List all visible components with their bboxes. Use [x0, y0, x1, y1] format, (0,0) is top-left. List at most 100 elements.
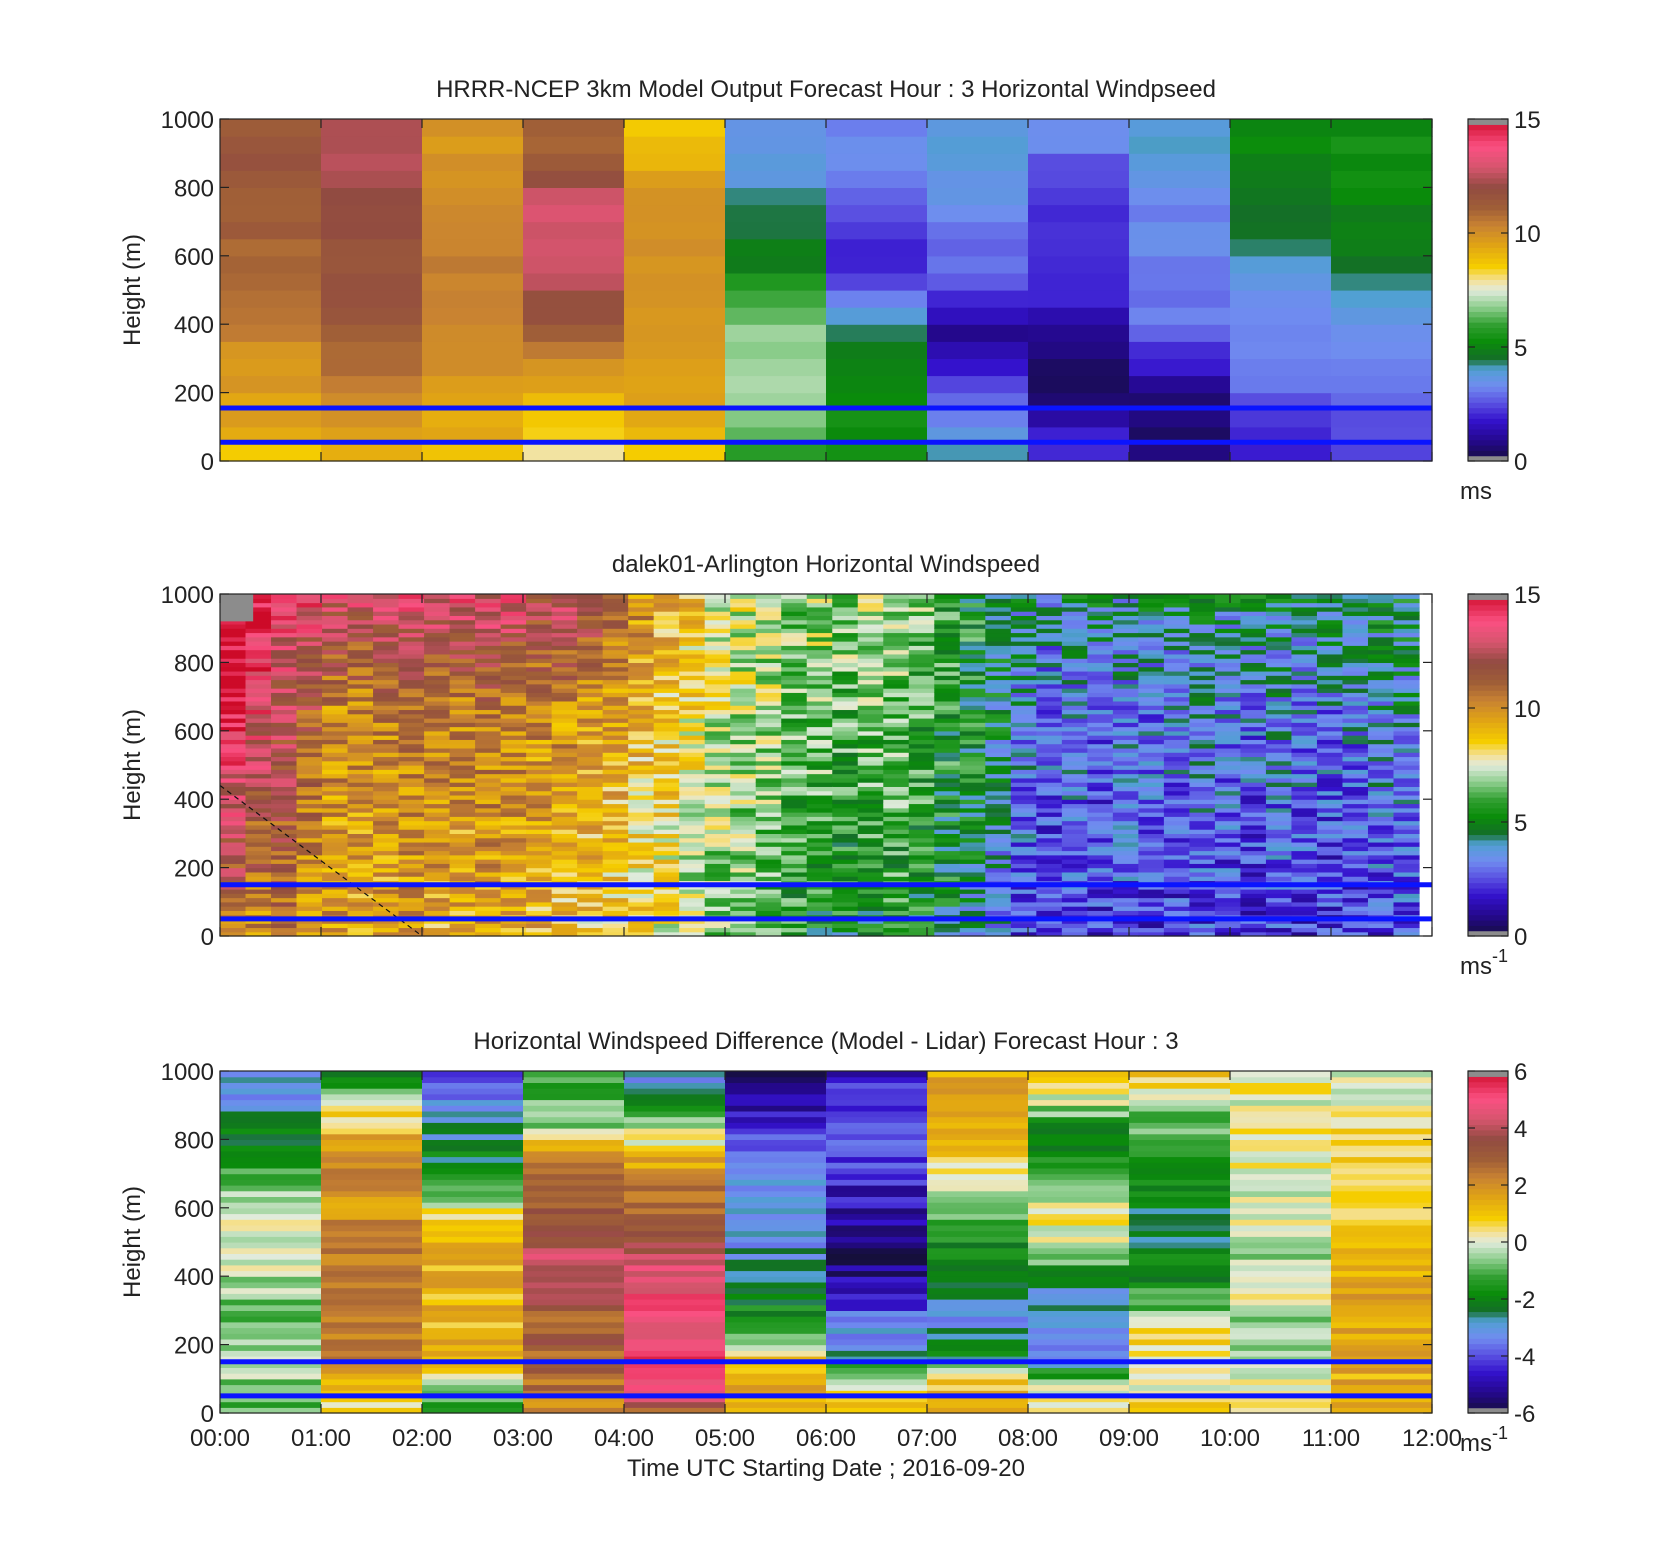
- heatmap-cell: [1393, 799, 1420, 805]
- heatmap-cell: [934, 722, 961, 728]
- heatmap-cell: [1138, 623, 1165, 629]
- heatmap-cell: [1010, 910, 1037, 916]
- heatmap-cell: [347, 602, 374, 608]
- heatmap-cell: [755, 854, 782, 860]
- heatmap-cell: [1010, 743, 1037, 749]
- heatmap-cell: [500, 619, 527, 625]
- heatmap-cell: [826, 1378, 928, 1386]
- heatmap-cell: [1331, 1361, 1433, 1368]
- heatmap-cell: [624, 324, 726, 342]
- panel-title: dalek01-Arlington Horizontal Windspeed: [612, 551, 1040, 578]
- heatmap-cell: [704, 594, 731, 599]
- heatmap-cell: [934, 700, 961, 706]
- heatmap-cell: [927, 358, 1029, 377]
- heatmap-cell: [1393, 777, 1420, 783]
- heatmap-cell: [523, 1219, 625, 1226]
- heatmap-cell: [398, 816, 425, 822]
- heatmap-cell: [577, 623, 604, 629]
- heatmap-cell: [806, 812, 833, 817]
- heatmap-cell: [704, 923, 731, 929]
- panel-2: dalek01-Arlington Horizontal Windspeed02…: [119, 551, 1541, 980]
- heatmap-cell: [725, 238, 827, 257]
- heatmap-cell: [220, 153, 322, 171]
- heatmap-cell: [1331, 307, 1433, 325]
- heatmap-cell: [321, 341, 423, 359]
- heatmap-cell: [1112, 623, 1139, 629]
- heatmap-cell: [422, 375, 524, 394]
- heatmap-cell: [526, 931, 553, 937]
- heatmap-cell: [1010, 824, 1037, 830]
- heatmap-cell: [347, 675, 374, 681]
- colorbar-segment: [1468, 786, 1508, 793]
- heatmap-cell: [220, 1088, 322, 1095]
- heatmap-cell: [857, 897, 884, 903]
- heatmap-cell: [526, 743, 553, 749]
- heatmap-cell: [271, 743, 298, 749]
- heatmap-cell: [373, 611, 400, 616]
- heatmap-cell: [725, 1190, 827, 1197]
- heatmap-cell: [985, 705, 1012, 711]
- heatmap-cell: [832, 666, 859, 672]
- heatmap-cell: [624, 1373, 726, 1380]
- heatmap-cell: [271, 859, 298, 864]
- heatmap-cell: [296, 803, 323, 809]
- heatmap-cell: [373, 679, 400, 685]
- heatmap-cell: [883, 790, 910, 796]
- heatmap-cell: [373, 863, 400, 869]
- heatmap-cell: [985, 662, 1012, 668]
- heatmap-cell: [220, 443, 322, 462]
- heatmap-cell: [704, 846, 731, 852]
- heatmap-cell: [704, 692, 731, 698]
- heatmap-cell: [1138, 658, 1165, 664]
- heatmap-cell: [347, 846, 374, 852]
- heatmap-cell: [1316, 807, 1344, 813]
- heatmap-cell: [857, 863, 884, 869]
- heatmap-cell: [1129, 1162, 1231, 1169]
- heatmap-cell: [1189, 739, 1216, 745]
- heatmap-cell: [832, 598, 859, 604]
- heatmap-cell: [725, 1173, 827, 1180]
- heatmap-cell: [551, 812, 578, 817]
- heatmap-cell: [730, 803, 757, 809]
- heatmap-cell: [1087, 645, 1114, 651]
- heatmap-cell: [908, 820, 935, 826]
- heatmap-cell: [781, 897, 808, 903]
- heatmap-cell: [1189, 867, 1216, 873]
- heatmap-cell: [725, 1407, 827, 1414]
- heatmap-cell: [781, 901, 808, 907]
- heatmap-cell: [624, 1384, 726, 1391]
- heatmap-cell: [1342, 628, 1369, 634]
- heatmap-cell: [424, 816, 451, 822]
- heatmap-cell: [220, 1173, 322, 1180]
- heatmap-cell: [1138, 709, 1165, 715]
- heatmap-cell: [523, 1316, 625, 1323]
- heatmap-cell: [1265, 790, 1293, 796]
- heatmap-cell: [1291, 598, 1318, 604]
- heatmap-cell: [271, 692, 298, 698]
- heatmap-cell: [220, 846, 247, 852]
- heatmap-cell: [832, 829, 859, 835]
- heatmap-cell: [927, 1293, 1029, 1300]
- heatmap-cell: [271, 666, 298, 672]
- heatmap-cell: [321, 1099, 423, 1106]
- heatmap-cell: [220, 705, 247, 711]
- heatmap-cell: [1240, 897, 1267, 903]
- heatmap-cell: [628, 662, 655, 668]
- heatmap-cell: [1342, 653, 1369, 659]
- heatmap-cell: [271, 653, 298, 659]
- heatmap-cell: [1112, 777, 1139, 783]
- heatmap-cell: [1342, 645, 1369, 651]
- heatmap-cell: [1331, 221, 1433, 240]
- heatmap-cell: [883, 628, 910, 634]
- heatmap-cell: [826, 1145, 928, 1152]
- heatmap-cell: [1342, 846, 1369, 852]
- heatmap-cell: [245, 743, 272, 749]
- heatmap-cell: [321, 1401, 423, 1408]
- heatmap-cell: [220, 662, 247, 668]
- heatmap-cell: [857, 632, 884, 638]
- heatmap-cell: [959, 739, 986, 745]
- heatmap-cell: [1393, 675, 1420, 681]
- colorbar-segment: [1468, 631, 1508, 638]
- heatmap-cell: [730, 688, 757, 693]
- heatmap-cell: [628, 756, 655, 762]
